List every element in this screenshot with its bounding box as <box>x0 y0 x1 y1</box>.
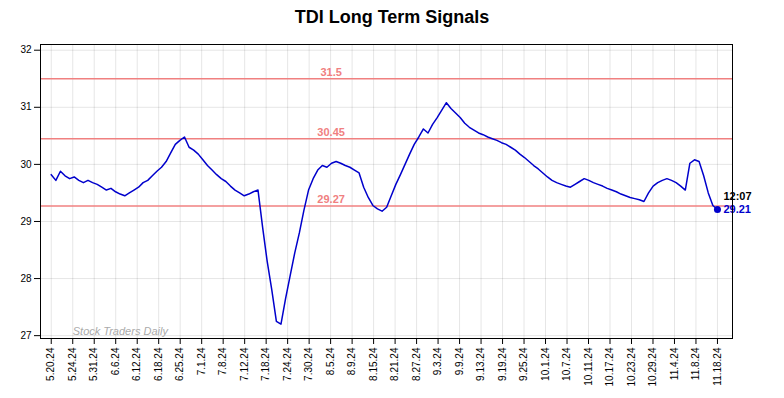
svg-text:10.17.24: 10.17.24 <box>604 347 615 386</box>
svg-text:Stock Traders Daily: Stock Traders Daily <box>73 325 170 337</box>
svg-text:7.8.24: 7.8.24 <box>217 347 228 375</box>
html-text:TDI Long Term Signals: TDI Long Term Signals <box>294 7 490 27</box>
svg-text:29: 29 <box>20 216 32 227</box>
svg-text:9.3.24: 9.3.24 <box>432 347 443 375</box>
svg-text:8.9.24: 8.9.24 <box>346 347 357 375</box>
svg-text:9.25.24: 9.25.24 <box>518 347 529 381</box>
svg-text:8.21.24: 8.21.24 <box>389 347 400 381</box>
svg-text:10.7.24: 10.7.24 <box>561 347 572 381</box>
svg-text:10.23.24: 10.23.24 <box>626 347 637 386</box>
svg-text:7.24.24: 7.24.24 <box>282 347 293 381</box>
svg-text:6.6.24: 6.6.24 <box>110 347 121 375</box>
svg-text:31: 31 <box>20 101 32 112</box>
svg-text:6.25.24: 6.25.24 <box>174 347 185 381</box>
svg-text:8.27.24: 8.27.24 <box>411 347 422 381</box>
svg-text:9.9.24: 9.9.24 <box>454 347 465 375</box>
svg-text:7.30.24: 7.30.24 <box>303 347 314 381</box>
svg-text:28: 28 <box>20 273 32 284</box>
svg-text:8.5.24: 8.5.24 <box>325 347 336 375</box>
svg-text:6.12.24: 6.12.24 <box>131 347 142 381</box>
svg-text:6.18.24: 6.18.24 <box>153 347 164 381</box>
svg-text:12:07: 12:07 <box>723 190 751 202</box>
svg-text:31.5: 31.5 <box>320 66 341 78</box>
svg-text:8.15.24: 8.15.24 <box>368 347 379 381</box>
svg-text:5.24.24: 5.24.24 <box>67 347 78 381</box>
svg-text:5.20.24: 5.20.24 <box>45 347 56 381</box>
svg-text:11.8.24: 11.8.24 <box>690 347 701 380</box>
svg-text:10.1.24: 10.1.24 <box>540 347 551 381</box>
svg-text:11.4.24: 11.4.24 <box>669 347 680 380</box>
svg-text:32: 32 <box>20 44 32 55</box>
svg-text:30.45: 30.45 <box>317 126 345 138</box>
svg-text:5.31.24: 5.31.24 <box>88 347 99 381</box>
svg-text:11.18.24: 11.18.24 <box>712 347 723 386</box>
svg-text:10.29.24: 10.29.24 <box>647 347 658 386</box>
svg-text:7.12.24: 7.12.24 <box>239 347 250 381</box>
svg-text:10.11.24: 10.11.24 <box>583 347 594 386</box>
svg-text:27: 27 <box>20 330 32 341</box>
svg-text:30: 30 <box>20 159 32 170</box>
svg-text:7.18.24: 7.18.24 <box>260 347 271 381</box>
svg-text:7.1.24: 7.1.24 <box>196 347 207 375</box>
svg-text:29.21: 29.21 <box>723 203 751 215</box>
svg-text:9.13.24: 9.13.24 <box>475 347 486 381</box>
svg-text:29.27: 29.27 <box>317 193 345 205</box>
svg-text:9.19.24: 9.19.24 <box>497 347 508 381</box>
